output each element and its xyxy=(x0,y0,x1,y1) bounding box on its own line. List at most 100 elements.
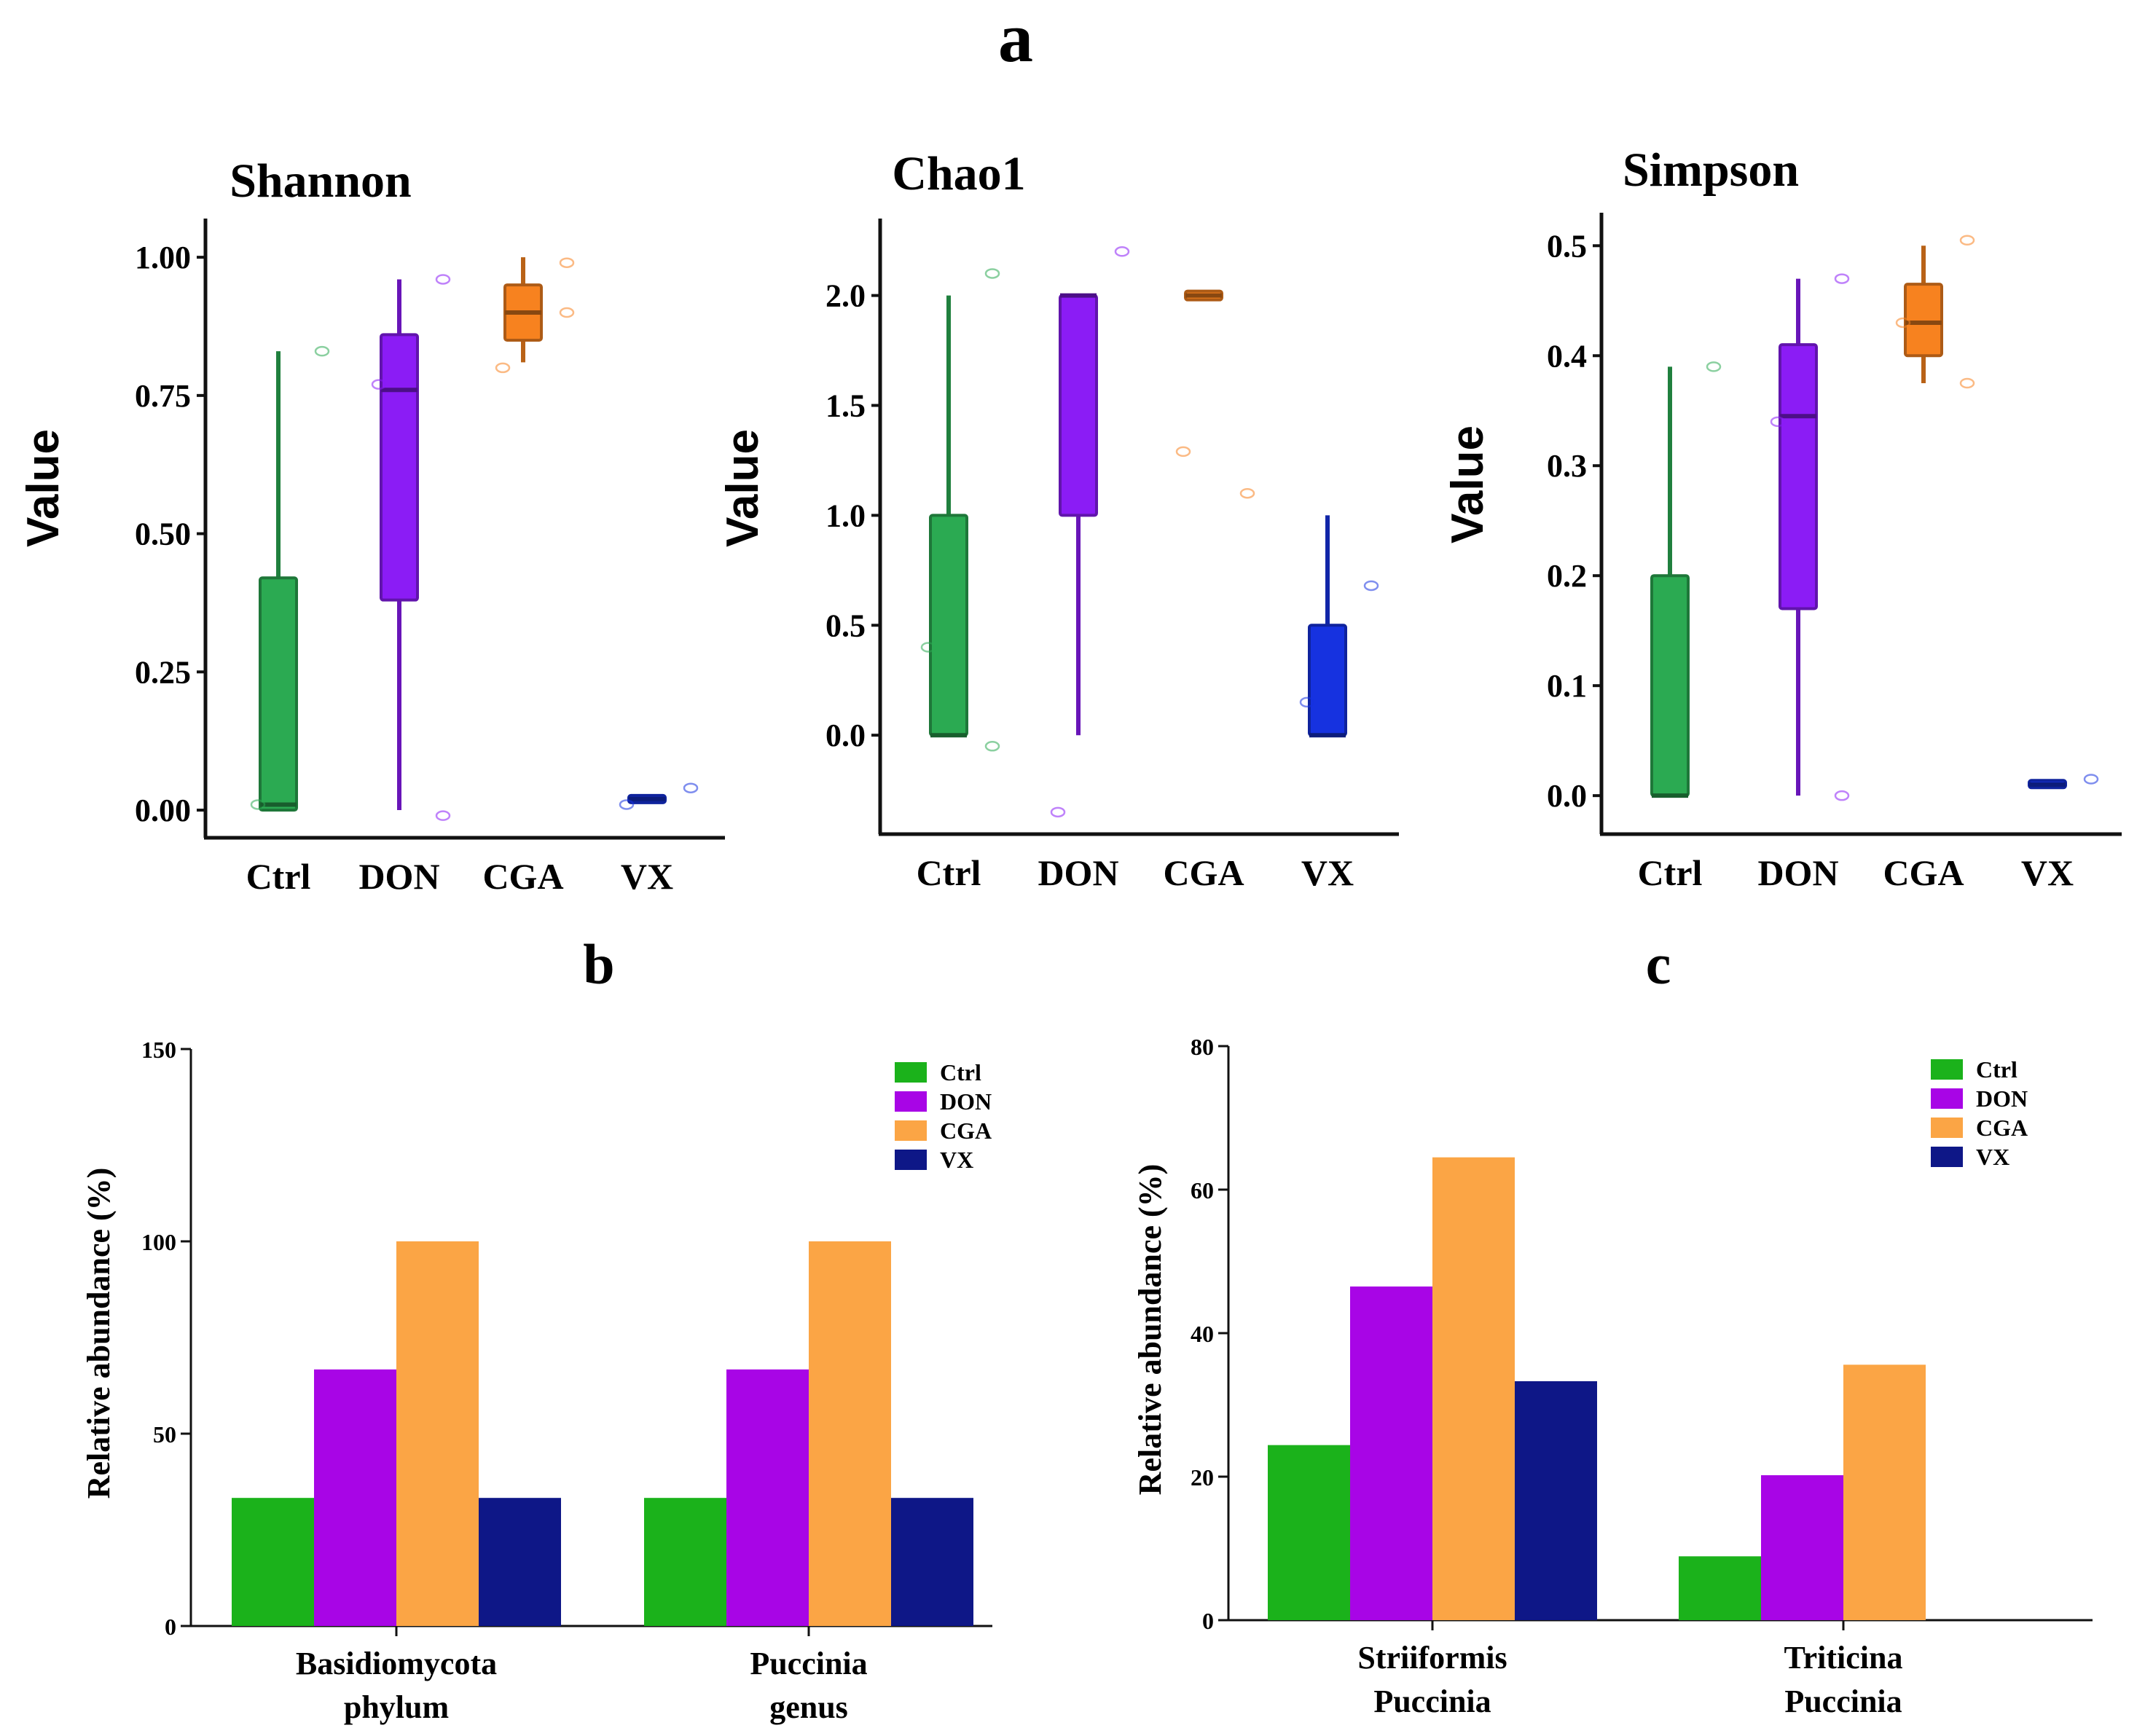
bar-vx xyxy=(891,1498,973,1626)
box-ctrl xyxy=(250,345,330,812)
y-tick-label: 0 xyxy=(165,1614,176,1640)
chart-title: Simpson xyxy=(1623,144,1799,197)
bar-cga xyxy=(1843,1364,1926,1620)
jitter-point xyxy=(1834,273,1850,284)
y-tick-label: 0.5 xyxy=(826,608,866,643)
x-tick-label: Ctrl xyxy=(1638,852,1703,893)
bar-cga xyxy=(396,1241,479,1626)
legend-swatch-don xyxy=(895,1091,927,1112)
panel-label-a: a xyxy=(998,0,1033,76)
jitter-point xyxy=(495,362,511,374)
jitter-point xyxy=(2083,774,2099,785)
x-tick-label: Ctrl xyxy=(246,856,311,897)
x-tick-label: CGA xyxy=(1883,852,1964,893)
y-tick-label: 1.00 xyxy=(135,240,191,275)
x-tick-label: CGA xyxy=(1163,852,1244,893)
box-vx xyxy=(619,782,699,810)
y-tick-label: 0.50 xyxy=(135,517,191,552)
y-tick-label: 1.0 xyxy=(826,498,866,533)
x-tick-label: Triticina xyxy=(1784,1640,1903,1676)
y-tick-label: 0.00 xyxy=(135,793,191,828)
x-tick-label: DON xyxy=(1757,852,1838,893)
box-don xyxy=(1770,273,1850,801)
chart-title: Chao1 xyxy=(892,147,1025,200)
jitter-point xyxy=(1239,487,1255,499)
jitter-point xyxy=(920,642,936,653)
legend-label-ctrl: Ctrl xyxy=(940,1059,981,1085)
jitter-point xyxy=(1175,446,1191,457)
jitter-point xyxy=(435,810,451,821)
jitter-point xyxy=(250,799,266,810)
box-body xyxy=(380,333,419,602)
jitter-point xyxy=(1363,580,1379,592)
y-tick-label: 100 xyxy=(141,1229,176,1255)
box-ctrl xyxy=(920,268,1000,752)
x-tick-label-line2: phylum xyxy=(344,1689,449,1725)
y-tick-label: 1.5 xyxy=(826,388,866,424)
jitter-point xyxy=(1299,696,1315,708)
jitter-point xyxy=(984,268,1000,279)
jitter-point xyxy=(314,345,330,357)
y-tick-label: 0.5 xyxy=(1547,228,1587,264)
box-chart-simpson: Simpson Value 0.0 0.1 0.2 0.3 0.4 0.5 Ctrl DON CGA… xyxy=(1443,144,2122,893)
panel-label-b: b xyxy=(583,932,614,996)
y-tick-label: 0.75 xyxy=(135,378,191,414)
box-body xyxy=(929,514,968,737)
y-tick-label: 2.0 xyxy=(826,278,866,314)
legend-label-ctrl: Ctrl xyxy=(1976,1056,2017,1083)
jitter-point xyxy=(619,799,635,810)
legend-label-cga: CGA xyxy=(1976,1115,2028,1141)
jitter-point xyxy=(1834,790,1850,801)
y-axis-label: Relative abundance (%) xyxy=(1132,1164,1168,1496)
legend-label-vx: VX xyxy=(940,1147,973,1173)
jitter-point xyxy=(559,257,575,268)
jitter-point xyxy=(683,782,699,793)
box-don xyxy=(371,274,451,821)
y-tick-label: 60 xyxy=(1191,1177,1214,1203)
box-chart-shannon: Shannon Value 0.00 0.25 0.50 0.75 1.00 Ctrl DON C… xyxy=(18,154,725,897)
jitter-point xyxy=(435,274,451,285)
box-body xyxy=(259,576,298,812)
bar-don xyxy=(726,1369,809,1626)
jitter-point xyxy=(1959,235,1975,246)
y-axis-label: Value xyxy=(1443,425,1493,543)
box-body xyxy=(1904,283,1943,358)
y-tick-label: 50 xyxy=(153,1421,176,1448)
legend-swatch-ctrl xyxy=(1931,1059,1963,1080)
y-tick-label: 0.0 xyxy=(1547,778,1587,814)
jitter-point xyxy=(371,379,387,390)
box-body xyxy=(1779,343,1818,610)
box-ctrl xyxy=(1650,361,1722,798)
y-axis-label: Value xyxy=(718,429,768,547)
box-body xyxy=(1308,624,1347,737)
jitter-point xyxy=(1050,806,1066,818)
y-tick-label: 40 xyxy=(1191,1321,1214,1347)
panel-label-c: c xyxy=(1646,932,1671,996)
legend-swatch-cga xyxy=(895,1120,927,1141)
legend-label-don: DON xyxy=(1976,1085,2028,1112)
y-tick-label: 20 xyxy=(1191,1464,1214,1490)
x-tick-label: VX xyxy=(1301,852,1354,893)
jitter-point xyxy=(1895,317,1911,329)
y-tick-label: 0.4 xyxy=(1547,338,1587,374)
y-axis-label: Relative abundance (%) xyxy=(81,1168,117,1499)
bar-vx xyxy=(479,1498,561,1626)
legend-swatch-vx xyxy=(1931,1147,1963,1167)
bar-cga xyxy=(809,1241,891,1626)
legend-label-cga: CGA xyxy=(940,1118,992,1144)
y-tick-label: 0.2 xyxy=(1547,558,1587,594)
bar-ctrl xyxy=(232,1498,314,1626)
bar-vx xyxy=(1515,1380,1597,1620)
y-tick-label: 80 xyxy=(1191,1034,1214,1060)
y-tick-label: 0.0 xyxy=(826,718,866,753)
jitter-point xyxy=(1114,246,1130,257)
chart-title: Shannon xyxy=(230,154,412,208)
box-body xyxy=(1059,294,1098,517)
y-tick-label: 0.25 xyxy=(135,654,191,690)
y-tick-label: 0.3 xyxy=(1547,448,1587,484)
x-tick-label: DON xyxy=(1038,852,1118,893)
